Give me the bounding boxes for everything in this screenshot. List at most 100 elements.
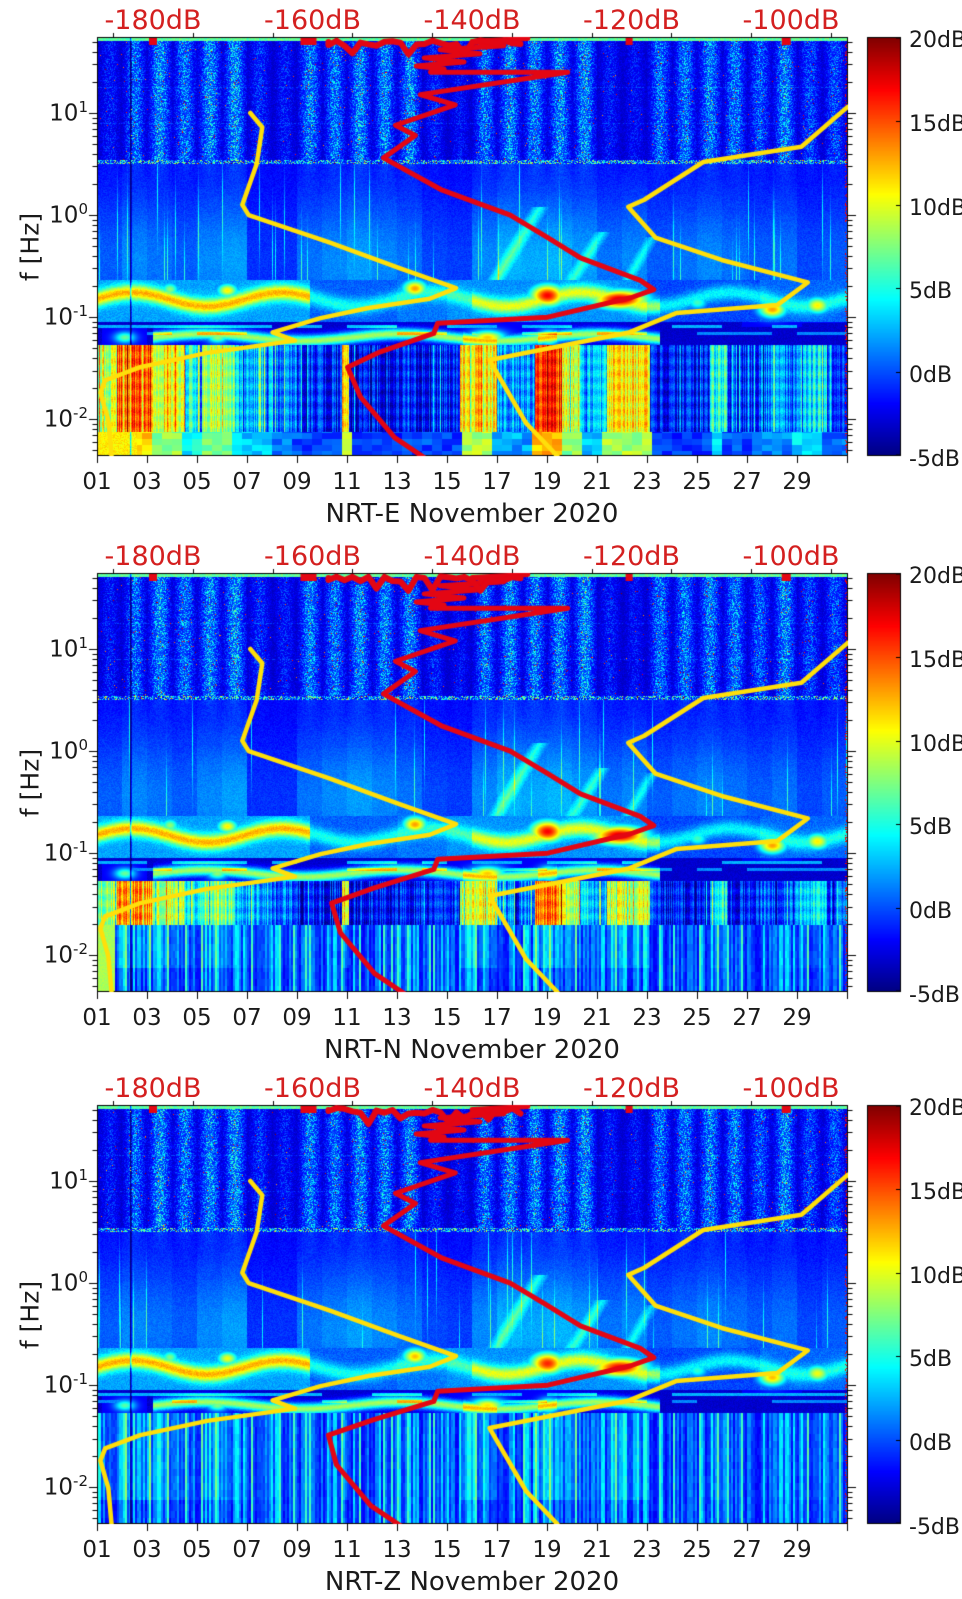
colorbar-tick-label: 20dB <box>909 1096 962 1121</box>
x-tick-label: 07 <box>232 1537 262 1563</box>
x-tick-label: 13 <box>382 1537 412 1563</box>
x-tick-label: 29 <box>782 1537 812 1563</box>
x-tick-label: 27 <box>732 1537 762 1563</box>
x-tick-label: 03 <box>132 1537 162 1563</box>
colorbar-tick-label: 5dB <box>909 1347 953 1373</box>
x-tick-label: 15 <box>432 1537 462 1563</box>
x-tick-label: 13 <box>382 1005 412 1031</box>
colorbar-tick-label: 15dB <box>909 647 962 673</box>
x-tick-label: 19 <box>532 1005 562 1031</box>
x-tick-label: 23 <box>632 1005 662 1031</box>
colorbar-tick-label: 10dB <box>909 195 962 221</box>
y-tick-exponent: -1 <box>73 302 88 321</box>
top-db-tick-label: -160dB <box>264 1073 361 1104</box>
y-tick-exponent: -1 <box>73 1370 88 1389</box>
top-db-tick-label: -100dB <box>742 1073 840 1104</box>
colorbar-tick-label: 10dB <box>909 1263 962 1289</box>
colorbar-tick-label: -5dB <box>909 447 960 472</box>
top-db-tick-label: -140dB <box>423 5 521 36</box>
top-db-tick-label: -180dB <box>104 541 202 572</box>
x-tick-label: 21 <box>582 1537 612 1563</box>
colorbar-tick-label: 0dB <box>909 1431 953 1457</box>
colorbar-tick-label: 5dB <box>909 815 953 841</box>
x-tick-label: 21 <box>582 1005 612 1031</box>
colorbar-tick-label: 5dB <box>909 279 953 305</box>
y-tick-label: 100 <box>49 1268 88 1297</box>
y-tick-exponent: 0 <box>78 736 88 755</box>
y-tick-exponent: -2 <box>73 940 88 959</box>
y-tick-exponent: -2 <box>73 1472 88 1491</box>
colorbar-tick-label: 15dB <box>909 111 962 137</box>
colorbar-tick-label: -5dB <box>909 983 960 1008</box>
top-db-tick-label: -180dB <box>104 1073 202 1104</box>
x-tick-label: 01 <box>82 469 112 495</box>
x-tick-label: 05 <box>182 1005 212 1031</box>
x-tick-label: 29 <box>782 469 812 495</box>
colorbar-tick-label: 15dB <box>909 1179 962 1205</box>
colorbar-tick-label: 20dB <box>909 28 962 53</box>
y-tick-label: 10-1 <box>43 1370 88 1399</box>
x-tick-label: 07 <box>232 469 262 495</box>
top-db-tick-label: -120dB <box>583 541 680 572</box>
top-db-tick-label: -160dB <box>264 5 361 36</box>
x-tick-label: 05 <box>182 1537 212 1563</box>
x-tick-label: 21 <box>582 469 612 495</box>
colorbar-tick-label: 10dB <box>909 731 962 757</box>
spectrogram-canvas-nrt-z <box>0 1085 962 1537</box>
colorbar-tick-label: 0dB <box>909 899 953 925</box>
x-tick-label: 25 <box>682 1005 712 1031</box>
x-tick-label: 11 <box>332 469 362 495</box>
x-tick-label: 11 <box>332 1537 362 1563</box>
x-tick-label: 15 <box>432 1005 462 1031</box>
x-tick-label: 17 <box>482 469 512 495</box>
x-tick-label: 03 <box>132 469 162 495</box>
y-tick-label: 10-2 <box>43 1472 88 1501</box>
x-tick-label: 13 <box>382 469 412 495</box>
y-tick-exponent: 0 <box>78 1268 88 1287</box>
x-tick-label: 07 <box>232 1005 262 1031</box>
x-tick-label: 05 <box>182 469 212 495</box>
top-db-tick-label: -120dB <box>583 1073 680 1104</box>
x-tick-label: 09 <box>282 1005 312 1031</box>
x-tick-label: 01 <box>82 1005 112 1031</box>
x-tick-label: 29 <box>782 1005 812 1031</box>
x-tick-label: 27 <box>732 469 762 495</box>
y-tick-exponent: 1 <box>78 98 88 116</box>
top-db-tick-label: -140dB <box>423 1073 521 1104</box>
x-tick-label: 09 <box>282 469 312 495</box>
y-tick-exponent: 1 <box>78 634 88 652</box>
spectrogram-canvas-nrt-e <box>0 17 962 469</box>
colorbar-tick-label: 0dB <box>909 363 953 389</box>
colorbar-tick-label: 20dB <box>909 564 962 589</box>
x-tick-label: 19 <box>532 469 562 495</box>
x-tick-label: 01 <box>82 1537 112 1563</box>
colorbar-tick-label: -5dB <box>909 1515 960 1540</box>
y-tick-exponent: -1 <box>73 838 88 857</box>
panel-title-nrt-n: NRT-N November 2020 <box>324 1035 620 1065</box>
top-db-tick-label: -140dB <box>423 541 521 572</box>
top-db-tick-label: -180dB <box>104 5 202 36</box>
y-tick-label: 10-2 <box>43 940 88 969</box>
y-tick-exponent: 0 <box>78 200 88 219</box>
x-tick-label: 23 <box>632 469 662 495</box>
x-tick-label: 15 <box>432 469 462 495</box>
x-tick-label: 25 <box>682 1537 712 1563</box>
x-tick-label: 17 <box>482 1005 512 1031</box>
y-tick-label: 100 <box>49 200 88 229</box>
x-tick-label: 27 <box>732 1005 762 1031</box>
x-tick-label: 09 <box>282 1537 312 1563</box>
x-tick-label: 03 <box>132 1005 162 1031</box>
panel-title-nrt-e: NRT-E November 2020 <box>325 499 619 529</box>
y-tick-label: 100 <box>49 736 88 765</box>
top-db-tick-label: -100dB <box>742 541 840 572</box>
panel-title-nrt-z: NRT-Z November 2020 <box>324 1567 620 1597</box>
y-tick-label: 10-2 <box>43 404 88 433</box>
y-tick-exponent: -2 <box>73 404 88 423</box>
y-tick-label: 101 <box>49 98 88 127</box>
x-tick-label: 11 <box>332 1005 362 1031</box>
x-tick-label: 19 <box>532 1537 562 1563</box>
top-db-tick-label: -100dB <box>742 5 840 36</box>
y-tick-label: 10-1 <box>43 838 88 867</box>
y-tick-label: 101 <box>49 634 88 663</box>
x-tick-label: 17 <box>482 1537 512 1563</box>
